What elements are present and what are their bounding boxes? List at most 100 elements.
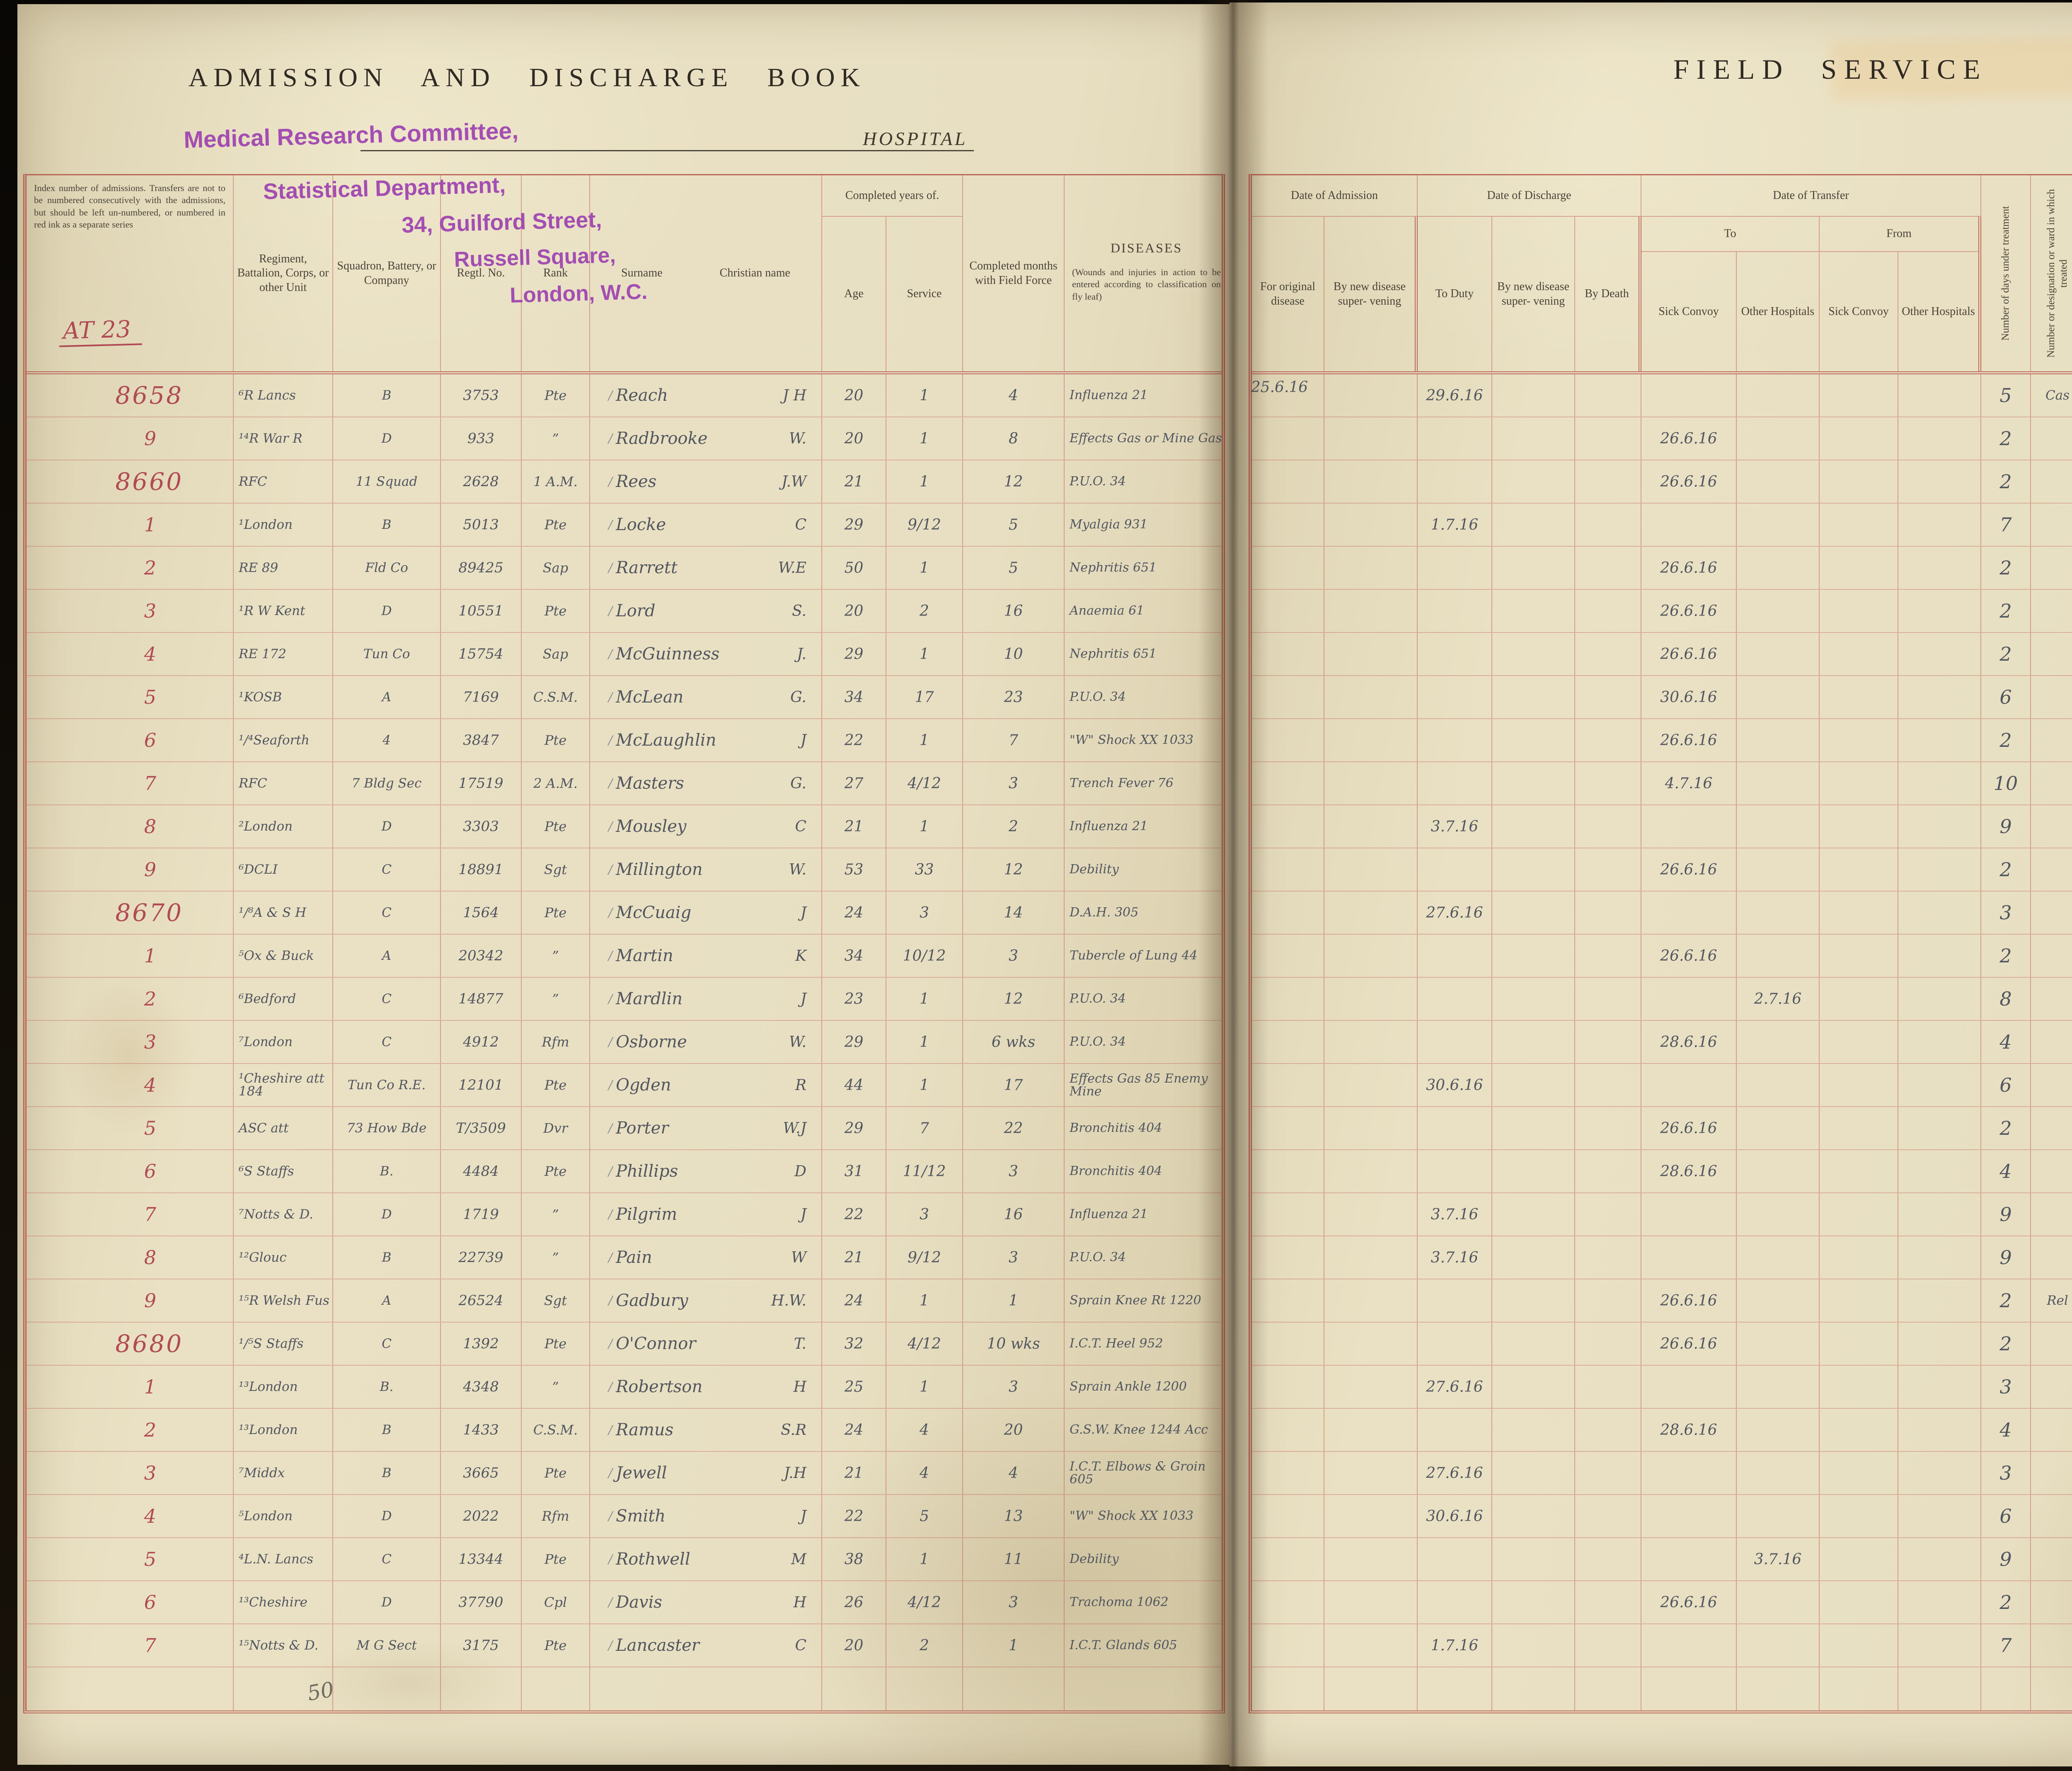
cell-transfer-from-other-hospitals bbox=[1898, 1107, 1981, 1149]
cell-name bbox=[590, 1667, 822, 1710]
cell-ward bbox=[2031, 590, 2072, 632]
cell-transfer-from-other-hospitals bbox=[1898, 1409, 1981, 1451]
cell-admission-new-disease bbox=[1324, 676, 1418, 718]
cell-service: 1 bbox=[886, 1021, 963, 1063]
cell-transfer-to-sick-convoy: 26.6.16 bbox=[1641, 1279, 1737, 1322]
cell-transfer-to-sick-convoy: 26.6.16 bbox=[1641, 1581, 1737, 1623]
cell-discharge-by-death bbox=[1575, 417, 1641, 460]
header-admission-new-disease: By new disease super- vening bbox=[1324, 217, 1418, 371]
cell-name: ∕ Jewell J.H bbox=[590, 1452, 822, 1494]
header-discharge-to-duty: To Duty bbox=[1418, 217, 1492, 371]
cell-discharge-new-disease bbox=[1492, 1452, 1575, 1494]
cell-transfer-to-other-hospitals: 3.7.16 bbox=[1737, 1538, 1820, 1580]
cell-discharge-by-death bbox=[1575, 1581, 1641, 1623]
tick-mark-icon: ∕ bbox=[608, 560, 613, 575]
header-age: Age bbox=[822, 217, 886, 371]
cell-discharge-by-death bbox=[1575, 1021, 1641, 1063]
cell-discharge-new-disease bbox=[1492, 1107, 1575, 1149]
cell-transfer-to-sick-convoy: 26.6.16 bbox=[1641, 417, 1737, 460]
cell-transfer-to-other-hospitals bbox=[1737, 1581, 1820, 1623]
ledger-row-right: 28.6.164JewH.S. Panama bbox=[1252, 1409, 2072, 1452]
cell-transfer-from-other-hospitals bbox=[1898, 1150, 1981, 1192]
cell-ward bbox=[2031, 1323, 2072, 1365]
cell-name: ∕ McLaughlin J bbox=[590, 719, 822, 761]
tick-mark-icon: ∕ bbox=[608, 1293, 613, 1308]
cell-disease: Myalgia 931 bbox=[1070, 517, 1148, 532]
cell-age: 29 bbox=[822, 633, 886, 675]
cell-squadron: C bbox=[333, 892, 441, 934]
cell-transfer-to-other-hospitals bbox=[1737, 935, 1820, 977]
cell-disease: "W" Shock XX 1033 bbox=[1070, 733, 1194, 748]
cell-discharge-to-duty bbox=[1418, 762, 1492, 804]
cell-regiment: ASC att bbox=[234, 1107, 333, 1149]
cell-discharge-by-death bbox=[1575, 1366, 1641, 1408]
cell-days-under-treatment: 4 bbox=[1981, 1409, 2031, 1451]
cell-index-number: 1 bbox=[27, 935, 234, 977]
cell-transfer-to-sick-convoy bbox=[1641, 504, 1737, 546]
cell-discharge-to-duty: 30.6.16 bbox=[1418, 1495, 1492, 1537]
cell-transfer-to-sick-convoy bbox=[1641, 1064, 1737, 1106]
cell-age bbox=[822, 1667, 886, 1710]
cell-discharge-to-duty bbox=[1418, 547, 1492, 589]
ledger-row-right: 26.6.162CEH.S. Asturias bbox=[1252, 935, 2072, 978]
cell-disease: Bronchitis 404 bbox=[1070, 1164, 1162, 1179]
ledger-row-right: 26.6.162RCH.S. Asturias bbox=[1252, 460, 2072, 504]
cell-transfer-from-sick-convoy bbox=[1820, 1193, 1898, 1236]
cell-transfer-from-other-hospitals bbox=[1898, 1538, 1981, 1580]
cell-discharge-by-death bbox=[1575, 504, 1641, 546]
cell-transfer-from-sick-convoy bbox=[1820, 1236, 1898, 1279]
tick-mark-icon: ∕ bbox=[608, 647, 613, 661]
cell-index-number: 3 bbox=[27, 1021, 234, 1063]
cell-months-field-force: 3 bbox=[963, 935, 1065, 977]
cell-days-under-treatment bbox=[1981, 1667, 2031, 1710]
tick-mark-icon: ∕ bbox=[608, 517, 613, 532]
cell-regiment: RFC bbox=[234, 762, 333, 804]
cell-discharge-new-disease bbox=[1492, 1624, 1575, 1667]
cell-days-under-treatment: 2 bbox=[1981, 1323, 2031, 1365]
cell-name: ∕ Rees J.W bbox=[590, 460, 822, 503]
cell-ward bbox=[2031, 1021, 2072, 1063]
cell-disease: Influenza 21 bbox=[1070, 1207, 1148, 1222]
cell-index-number: 6 bbox=[27, 1150, 234, 1192]
cell-admission-new-disease bbox=[1324, 1366, 1418, 1408]
cell-regiment: ⁶Bedford bbox=[234, 978, 333, 1020]
header-transfer-from: From bbox=[1820, 217, 1981, 252]
cell-rank: ” bbox=[522, 935, 590, 977]
cell-transfer-from-other-hospitals bbox=[1898, 978, 1981, 1020]
cell-disease: Trachoma 1062 bbox=[1070, 1595, 1169, 1610]
cell-age: 31 bbox=[822, 1150, 886, 1192]
cell-discharge-new-disease bbox=[1492, 1495, 1575, 1537]
cell-transfer-from-sick-convoy bbox=[1820, 1150, 1898, 1192]
cell-transfer-to-other-hospitals bbox=[1737, 848, 1820, 891]
ledger-row-left: 8680 ¹/⁵S Staffs C 1392 Pte ∕ O'Connor T. 32 4/12… bbox=[27, 1323, 1222, 1366]
cell-discharge-new-disease bbox=[1492, 504, 1575, 546]
ledger-row-left: 3 ¹R W Kent D 10551 Pte ∕ Lord S. 20 2 16 Anaemia 6… bbox=[27, 590, 1222, 633]
cell-discharge-new-disease bbox=[1492, 805, 1575, 848]
cell-discharge-new-disease bbox=[1492, 1409, 1575, 1451]
cell-discharge-to-duty bbox=[1418, 1021, 1492, 1063]
cell-transfer-to-sick-convoy: 26.6.16 bbox=[1641, 719, 1737, 761]
cell-service: 1 bbox=[886, 1366, 963, 1408]
cell-transfer-from-other-hospitals bbox=[1898, 1366, 1981, 1408]
cell-discharge-new-disease bbox=[1492, 633, 1575, 675]
cell-rank: Pte bbox=[522, 805, 590, 848]
cell-transfer-from-other-hospitals bbox=[1898, 417, 1981, 460]
cell-regtl-no: 15754 bbox=[441, 633, 522, 675]
header-surname: Surname bbox=[621, 266, 663, 280]
cell-ward bbox=[2031, 1409, 2072, 1451]
cell-age: 24 bbox=[822, 1409, 886, 1451]
cell-ward bbox=[2031, 978, 2072, 1020]
cell-discharge-by-death bbox=[1575, 1452, 1641, 1494]
cell-service: 1 bbox=[886, 719, 963, 761]
cell-ward: Cas bbox=[2031, 374, 2072, 417]
cell-regtl-no: 7169 bbox=[441, 676, 522, 718]
cell-discharge-by-death bbox=[1575, 1279, 1641, 1322]
tick-mark-icon: ∕ bbox=[608, 862, 613, 877]
cell-discharge-new-disease bbox=[1492, 676, 1575, 718]
cell-days-under-treatment: 9 bbox=[1981, 1236, 2031, 1279]
cell-transfer-from-other-hospitals bbox=[1898, 848, 1981, 891]
cell-regiment: ¹³Cheshire bbox=[234, 1581, 333, 1623]
cell-regiment: ¹/⁴Seaforth bbox=[234, 719, 333, 761]
cell-ward bbox=[2031, 1624, 2072, 1667]
cell-transfer-to-sick-convoy bbox=[1641, 892, 1737, 934]
